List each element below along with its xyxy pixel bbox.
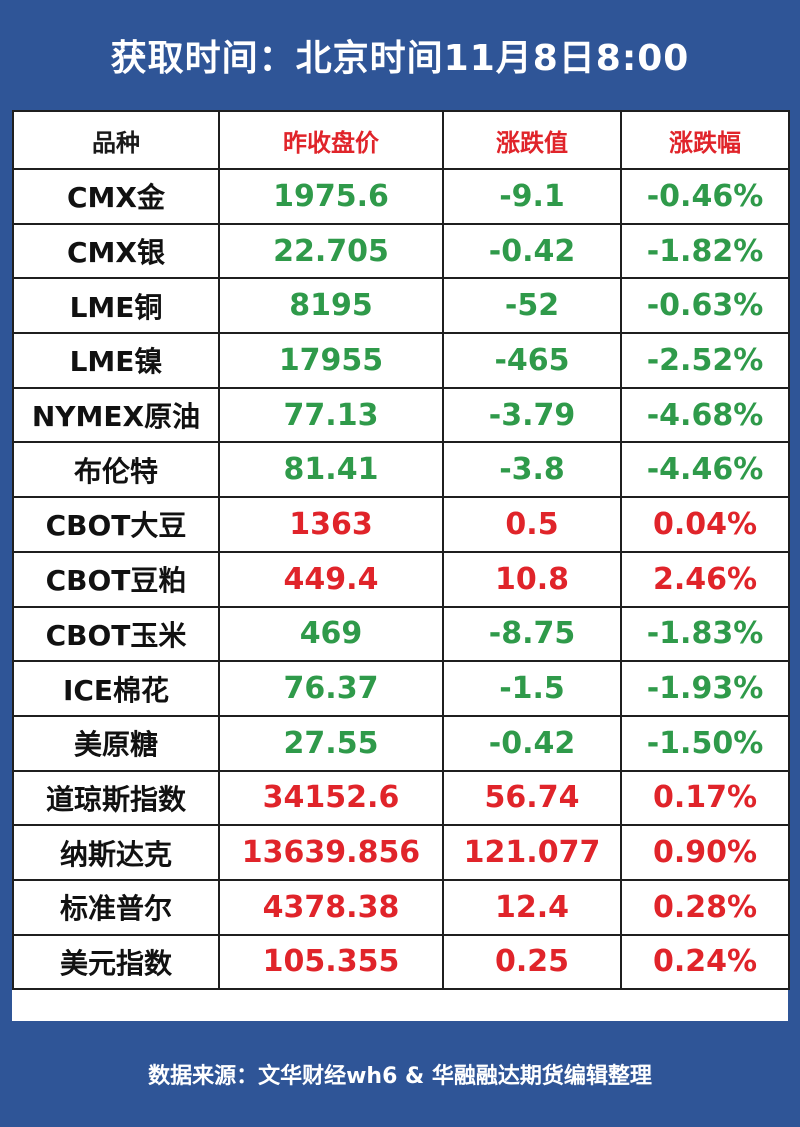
cell-instrument-name: NYMEX原油 (12, 386, 220, 444)
cell-change-percent: 2.46% (620, 550, 790, 608)
cell-change-percent: -1.82% (620, 222, 790, 280)
table-row: CBOT大豆 1363 0.5 0.04% (12, 496, 790, 553)
cell-instrument-name: 纳斯达克 (12, 824, 220, 881)
column-header-change: 涨跌值 (442, 110, 622, 170)
cell-change-percent: -2.52% (620, 332, 790, 389)
cell-instrument-name: 道琼斯指数 (12, 769, 220, 827)
cell-instrument-name: 布伦特 (12, 441, 220, 499)
cell-change-value: -0.42 (442, 714, 622, 772)
cell-previous-close: 8195 (218, 277, 444, 335)
table-row: CMX银 22.705 -0.42 -1.82% (12, 222, 790, 280)
table-row: 美原糖 27.55 -0.42 -1.50% (12, 714, 790, 772)
cell-change-percent: 0.28% (620, 878, 790, 936)
cell-instrument-name: 美原糖 (12, 714, 220, 772)
cell-instrument-name: CBOT玉米 (12, 605, 220, 663)
cell-instrument-name: CBOT豆粕 (12, 550, 220, 608)
cell-previous-close: 4378.38 (218, 878, 444, 936)
cell-previous-close: 1363 (218, 496, 444, 553)
cell-instrument-name: 标准普尔 (12, 878, 220, 936)
quotes-table-container: 品种 昨收盘价 涨跌值 涨跌幅 CMX金 1975.6 -9.1 -0.46% CMX银… (12, 110, 790, 1021)
cell-change-percent: 0.24% (620, 933, 790, 991)
cell-instrument-name: 美元指数 (12, 933, 220, 991)
table-row: 布伦特 81.41 -3.8 -4.46% (12, 441, 790, 499)
cell-change-value: 12.4 (442, 878, 622, 936)
table-row: CBOT玉米 469 -8.75 -1.83% (12, 605, 790, 663)
table-row: 标准普尔 4378.38 12.4 0.28% (12, 878, 790, 936)
cell-previous-close: 27.55 (218, 714, 444, 772)
cell-instrument-name: LME铜 (12, 277, 220, 335)
cell-change-value: -465 (442, 332, 622, 389)
table-row: 道琼斯指数 34152.6 56.74 0.17% (12, 769, 790, 827)
cell-previous-close: 81.41 (218, 441, 444, 499)
cell-change-value: -8.75 (442, 605, 622, 663)
table-row: LME铜 8195 -52 -0.63% (12, 277, 790, 335)
cell-change-percent: -1.93% (620, 660, 790, 717)
cell-instrument-name: CMX银 (12, 222, 220, 280)
cell-change-percent: 0.04% (620, 496, 790, 553)
table-row: NYMEX原油 77.13 -3.79 -4.68% (12, 386, 790, 444)
cell-previous-close: 34152.6 (218, 769, 444, 827)
column-header-close: 昨收盘价 (218, 110, 444, 170)
cell-previous-close: 22.705 (218, 222, 444, 280)
table-row: 纳斯达克 13639.856 121.077 0.90% (12, 824, 790, 881)
cell-change-value: 0.25 (442, 933, 622, 991)
cell-change-value: 10.8 (442, 550, 622, 608)
cell-change-value: -3.8 (442, 441, 622, 499)
cell-change-percent: -1.83% (620, 605, 790, 663)
cell-change-percent: -0.46% (620, 168, 790, 225)
cell-change-value: -3.79 (442, 386, 622, 444)
cell-change-percent: -0.63% (620, 277, 790, 335)
cell-instrument-name: CMX金 (12, 168, 220, 225)
cell-change-value: 56.74 (442, 769, 622, 827)
cell-previous-close: 13639.856 (218, 824, 444, 881)
cell-change-value: 0.5 (442, 496, 622, 553)
table-row: ICE棉花 76.37 -1.5 -1.93% (12, 660, 790, 717)
cell-instrument-name: ICE棉花 (12, 660, 220, 717)
cell-change-percent: -4.46% (620, 441, 790, 499)
table-header-row: 品种 昨收盘价 涨跌值 涨跌幅 (12, 110, 790, 170)
column-header-name: 品种 (12, 110, 220, 170)
cell-change-value: -1.5 (442, 660, 622, 717)
cell-change-percent: 0.90% (620, 824, 790, 881)
table-row: CMX金 1975.6 -9.1 -0.46% (12, 168, 790, 225)
table-row: CBOT豆粕 449.4 10.8 2.46% (12, 550, 790, 608)
cell-change-percent: -4.68% (620, 386, 790, 444)
cell-previous-close: 469 (218, 605, 444, 663)
cell-previous-close: 449.4 (218, 550, 444, 608)
table-row: 美元指数 105.355 0.25 0.24% (12, 933, 790, 991)
cell-change-percent: 0.17% (620, 769, 790, 827)
quotes-table: 品种 昨收盘价 涨跌值 涨跌幅 CMX金 1975.6 -9.1 -0.46% CMX银… (12, 110, 790, 991)
cell-previous-close: 76.37 (218, 660, 444, 717)
data-source-note: 数据来源：文华财经wh6 & 华融融达期货编辑整理 (148, 1064, 652, 1089)
cell-change-value: -52 (442, 277, 622, 335)
cell-change-value: -0.42 (442, 222, 622, 280)
cell-previous-close: 77.13 (218, 386, 444, 444)
cell-previous-close: 1975.6 (218, 168, 444, 225)
table-row: LME镍 17955 -465 -2.52% (12, 332, 790, 389)
cell-change-value: 121.077 (442, 824, 622, 881)
cell-previous-close: 17955 (218, 332, 444, 389)
cell-change-value: -9.1 (442, 168, 622, 225)
cell-instrument-name: CBOT大豆 (12, 496, 220, 553)
cell-previous-close: 105.355 (218, 933, 444, 991)
cell-instrument-name: LME镍 (12, 332, 220, 389)
page-title: 获取时间：北京时间11月8日8:00 (110, 38, 690, 79)
cell-change-percent: -1.50% (620, 714, 790, 772)
column-header-pct: 涨跌幅 (620, 110, 790, 170)
